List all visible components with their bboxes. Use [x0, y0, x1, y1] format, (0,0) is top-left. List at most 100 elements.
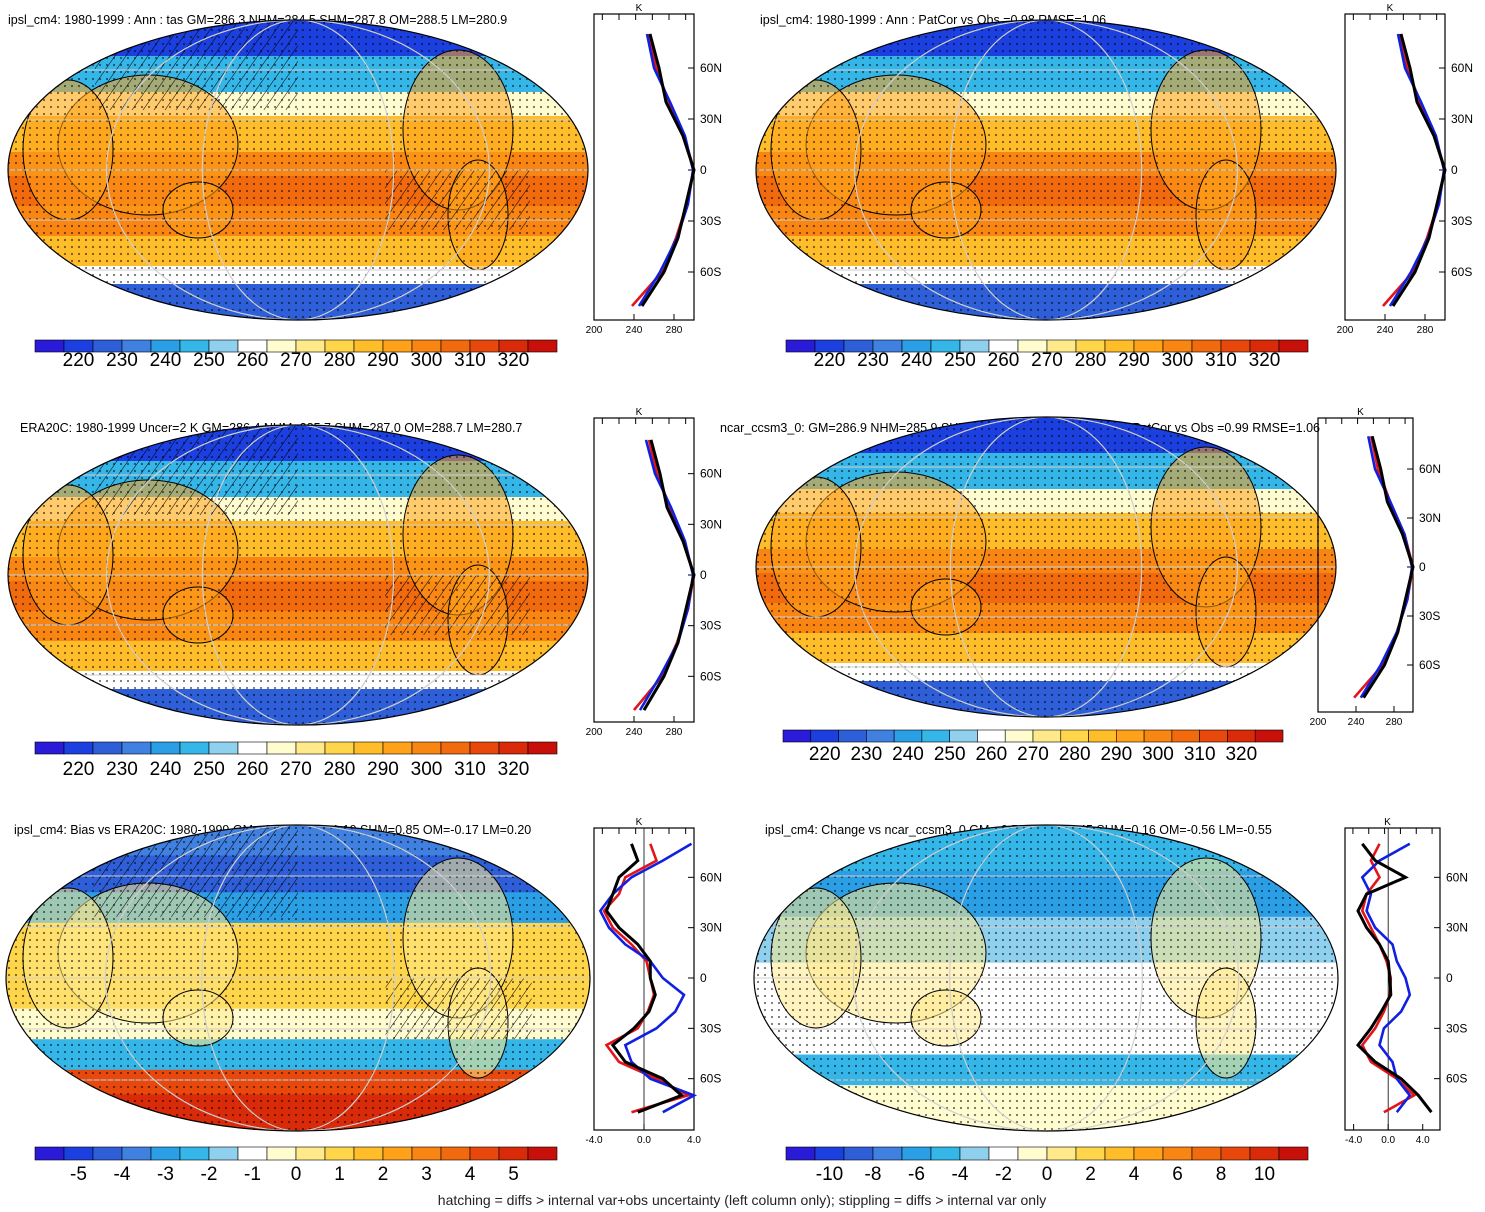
colorbar-tick-label: 270 — [1017, 744, 1049, 765]
colorbar: 220 230 240 250 260 270 280 290 300 310 320 — [782, 729, 1284, 765]
colorbar-tick-label: 320 — [498, 350, 530, 371]
colorbar-tick-label: 250 — [193, 759, 225, 780]
colorbar-tick-label: 290 — [1100, 744, 1132, 765]
profile-lat-tick: 0 — [1446, 971, 1453, 985]
profile-x-tick: 280 — [666, 727, 683, 738]
colorbar-tick-label: 310 — [454, 759, 486, 780]
map-outline — [7, 19, 589, 321]
profile-series-3 — [640, 33, 696, 307]
map-field — [754, 825, 1338, 1131]
colorbar-tick-label: -8 — [865, 1164, 882, 1185]
colorbar-tick-label: 290 — [367, 759, 399, 780]
colorbar-tick-label: 2 — [1085, 1164, 1096, 1185]
profile-x-tick: 4.0 — [1416, 1135, 1430, 1146]
colorbar-tick-label: 1 — [334, 1164, 345, 1185]
colorbar-tick-label: -3 — [157, 1164, 174, 1185]
profile-lat-tick: 60S — [1419, 658, 1440, 672]
colorbar-tick-label: 4 — [1129, 1164, 1140, 1185]
profile-x-tick: 200 — [586, 325, 603, 336]
colorbar-tick-label: 4 — [465, 1164, 476, 1185]
colorbar-tick-label: 280 — [1075, 350, 1107, 371]
profile-series-3 — [642, 439, 696, 711]
profile-x-tick: 280 — [666, 325, 683, 336]
panel-1: ipsl_cm4: 1980-1999 : Ann : tas GM=286.3… — [7, 3, 722, 371]
colorbar: 220 230 240 250 260 270 280 290 300 310 320 — [34, 339, 558, 371]
colorbar-tick-label: 260 — [988, 350, 1020, 371]
profile-lat-tick: 30N — [700, 517, 722, 531]
profile-lat-tick: 30S — [1451, 214, 1472, 228]
zonal-profile: K 60N 30N 0 30S 60S 200 240 280 — [1310, 407, 1441, 728]
profile-lat-tick: 30S — [1419, 609, 1440, 623]
profile-x-tick: 0.0 — [1381, 1135, 1395, 1146]
panel-4: ncar_ccsm3_0: GM=286.9 NHM=285.9 SHM=287… — [720, 407, 1441, 765]
colorbar-tick-label: 290 — [367, 350, 399, 371]
profile-lat-tick: 30N — [1419, 511, 1441, 525]
profile-lat-tick: 60N — [1446, 870, 1468, 884]
profile-series-3 — [1355, 842, 1433, 1114]
zonal-profile: K 60N 30N 0 30S 60S -4.0 0.0 4.0 — [1344, 817, 1468, 1146]
profile-x-tick: -4.0 — [585, 1135, 603, 1146]
colorbar-tick-label: -4 — [952, 1164, 969, 1185]
colorbar-tick-label: 280 — [324, 350, 356, 371]
profile-x-tick: 240 — [1348, 717, 1365, 728]
map-field — [6, 825, 590, 1131]
profile-lat-tick: 0 — [700, 971, 707, 985]
colorbar-tick-label: 220 — [63, 759, 95, 780]
colorbar-tick-label: 300 — [411, 350, 443, 371]
footnote: hatching = diffs > internal var+obs unce… — [438, 1192, 1046, 1208]
colorbar-tick-label: 240 — [901, 350, 933, 371]
colorbar-tick-label: 240 — [892, 744, 924, 765]
colorbar-tick-label: 300 — [411, 759, 443, 780]
colorbar-tick-label: 300 — [1142, 744, 1174, 765]
colorbar-tick-label: 260 — [237, 759, 269, 780]
colorbar-tick-label: 320 — [1249, 350, 1281, 371]
profile-lat-tick: 30S — [700, 214, 721, 228]
colorbar-tick-label: 280 — [324, 759, 356, 780]
map-outline — [5, 824, 591, 1132]
profile-x-tick: 4.0 — [687, 1135, 701, 1146]
colorbar: 220 230 240 250 260 270 280 290 300 310 320 — [785, 339, 1309, 371]
profile-lat-tick: 60N — [700, 870, 722, 884]
colorbar-tick-label: 320 — [498, 759, 530, 780]
colorbar-tick-label: -5 — [70, 1164, 87, 1185]
profile-lat-tick: 60S — [700, 669, 721, 683]
profile-x-tick: 0.0 — [637, 1135, 651, 1146]
colorbar-tick-label: 250 — [193, 350, 225, 371]
profile-units: K — [1384, 817, 1391, 828]
colorbar-tick-label: 250 — [934, 744, 966, 765]
profile-units: K — [1387, 3, 1394, 14]
profile-x-tick: -4.0 — [1345, 1135, 1363, 1146]
profile-units: K — [636, 3, 643, 14]
profile-series-2 — [1360, 842, 1412, 1113]
panel-5: ipsl_cm4: Bias vs ERA20C: 1980-1999 GM=-… — [5, 817, 722, 1185]
colorbar-tick-label: 270 — [280, 759, 312, 780]
colorbar-tick-label: 270 — [280, 350, 312, 371]
colorbar-tick-label: 260 — [237, 350, 269, 371]
profile-x-tick: 280 — [1386, 717, 1403, 728]
profile-lat-tick: 60N — [700, 467, 722, 481]
panel-3: ERA20C: 1980-1999 Uncer=2 K GM=286.4 NHM… — [7, 407, 722, 780]
profile-lat-tick: 30S — [1446, 1021, 1467, 1035]
profile-series-3 — [604, 843, 685, 1114]
profile-x-tick: 240 — [1377, 325, 1394, 336]
panel-container: ipsl_cm4: 1980-1999 : Ann : tas GM=286.3… — [5, 3, 1473, 1185]
map-outline — [755, 416, 1337, 718]
colorbar-tick-label: 0 — [1042, 1164, 1053, 1185]
zonal-profile: K 60N 30N 0 30S 60S 200 240 280 — [586, 407, 722, 738]
profile-units: K — [636, 817, 643, 828]
map-outline — [7, 424, 589, 726]
colorbar-tick-label: 320 — [1225, 744, 1257, 765]
colorbar-tick-label: 240 — [150, 350, 182, 371]
colorbar-tick-label: 8 — [1216, 1164, 1227, 1185]
profile-x-tick: 240 — [626, 325, 643, 336]
colorbar-tick-label: -2 — [201, 1164, 218, 1185]
profile-lat-tick: 30N — [700, 112, 722, 126]
profile-x-tick: 200 — [586, 727, 603, 738]
colorbar-tick-label: 3 — [421, 1164, 432, 1185]
profile-lat-tick: 30N — [700, 921, 722, 935]
profile-lat-tick: 60N — [700, 61, 722, 75]
zonal-profile: K 60N 30N 0 30S 60S -4.0 0.0 4.0 — [585, 817, 722, 1146]
profile-x-tick: 200 — [1337, 325, 1354, 336]
map-field — [756, 417, 1336, 717]
profile-lat-tick: 60S — [1451, 265, 1472, 279]
